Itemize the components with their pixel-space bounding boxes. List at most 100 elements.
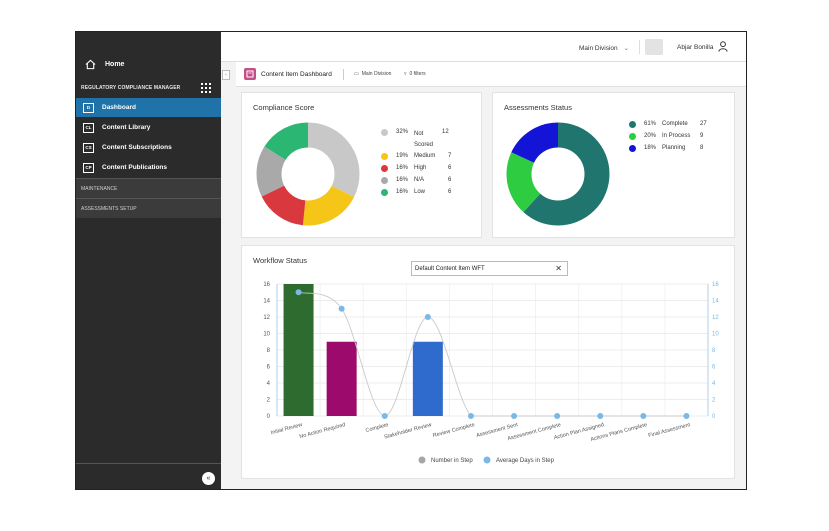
top-bar: Main Division ⌄ Abjar Bonilla: [221, 32, 746, 62]
x-tick-label: Review Complete: [432, 422, 475, 439]
legend-swatch: [381, 189, 388, 196]
content-subscriptions-icon: CS: [83, 142, 94, 153]
sidebar-item-label: Content Subscriptions: [102, 144, 172, 151]
card-title: Compliance Score: [253, 103, 315, 112]
legend-item: 61% Complete 27: [629, 121, 710, 133]
y2-tick-label: 12: [712, 315, 719, 321]
point-no-action-required[interactable]: [338, 305, 345, 312]
bar-no-action-required[interactable]: [326, 341, 357, 416]
collapse-sidebar-button[interactable]: «: [202, 472, 215, 485]
sidebar-item-label: Content Library: [102, 124, 151, 131]
point-assessment-sent[interactable]: [511, 413, 518, 419]
legend-label[interactable]: Number in Step: [431, 458, 473, 464]
sidebar-section-maintenance[interactable]: MAINTENANCE: [76, 178, 221, 198]
app-title: REGULATORY COMPLIANCE MANAGER: [81, 85, 181, 91]
page-title: Content Item Dashboard: [261, 71, 332, 78]
divider: [639, 40, 640, 54]
bar-stakeholder-review[interactable]: [412, 341, 443, 416]
folder-icon: ▭: [354, 71, 359, 77]
legend-swatch: [629, 133, 636, 140]
y2-tick-label: 2: [712, 398, 716, 404]
compliance-slice-low[interactable]: [256, 122, 360, 226]
assessments-slice-planning[interactable]: [506, 122, 610, 226]
dashboard-icon: D: [83, 102, 94, 113]
card-title: Assessments Status: [504, 103, 572, 112]
compliance-slice-n-a[interactable]: [256, 122, 360, 226]
assessments-donut-chart: [506, 122, 610, 226]
point-final-assessment[interactable]: [683, 413, 690, 419]
sidebar-item-dashboard[interactable]: D Dashboard: [76, 98, 221, 117]
point-actions-plans-complete[interactable]: [640, 413, 647, 419]
legend-swatch: [381, 153, 388, 160]
compliance-slice-medium[interactable]: [256, 122, 360, 226]
sidebar-divider: [76, 463, 221, 464]
user-name[interactable]: Abjar Bonilla: [677, 44, 714, 51]
point-complete[interactable]: [381, 413, 388, 419]
x-tick-label: Final Assessment: [648, 422, 692, 439]
point-stakeholder-review[interactable]: [424, 314, 431, 320]
x-tick-label: No Action Required: [299, 422, 346, 440]
app-switcher[interactable]: REGULATORY COMPLIANCE MANAGER: [76, 80, 221, 96]
division-selector[interactable]: Main Division ⌄: [579, 45, 629, 52]
filters-button[interactable]: ▿ 0 filters: [404, 71, 426, 77]
legend-swatch: [381, 165, 388, 172]
apps-grid-icon[interactable]: [201, 83, 211, 93]
workflow-template-select[interactable]: Default Content Item WFT ✕: [411, 261, 568, 276]
legend-item: 19% Medium 7: [381, 153, 458, 165]
content-publications-icon: CP: [83, 162, 94, 173]
y2-tick-label: 16: [712, 282, 719, 288]
legend-swatch: [381, 129, 388, 136]
sidebar-item-content-publications[interactable]: CP Content Publications: [76, 158, 221, 177]
y-tick-label: 2: [267, 398, 271, 404]
legend-swatch: [381, 177, 388, 184]
sidebar-item-content-subscriptions[interactable]: CS Content Subscriptions: [76, 138, 221, 157]
avatar[interactable]: [645, 39, 663, 55]
y-tick-label: 10: [263, 332, 270, 338]
legend-label[interactable]: Average Days in Step: [496, 458, 555, 464]
sidebar-item-home[interactable]: Home: [76, 54, 221, 74]
y2-tick-label: 0: [712, 414, 716, 420]
breadcrumb-division[interactable]: ▭ Main Division: [354, 71, 392, 77]
close-icon[interactable]: ✕: [555, 264, 562, 273]
filter-icon: ▿: [404, 71, 407, 77]
legend-item: 18% Planning 8: [629, 145, 710, 157]
sidebar: Home REGULATORY COMPLIANCE MANAGER D Das…: [76, 32, 221, 489]
breadcrumb: Content Item Dashboard ▭ Main Division ▿ 0…: [236, 62, 746, 87]
y-tick-label: 12: [263, 315, 270, 321]
legend-item: 32% Not Scored 12: [381, 129, 458, 153]
legend-item: 16% High 6: [381, 165, 458, 177]
chevron-left-icon[interactable]: ‹: [222, 70, 230, 80]
y-tick-label: 14: [263, 299, 270, 305]
home-icon: [85, 59, 96, 69]
y-tick-label: 4: [267, 381, 271, 387]
point-initial-review[interactable]: [295, 289, 302, 296]
legend-item: 16% N/A 6: [381, 177, 458, 189]
compliance-score-card: Compliance Score 32% Not Scored 12 19% M…: [241, 92, 482, 238]
content-library-icon: CL: [83, 122, 94, 133]
workflow-status-card: 0 2 4 6 8 10 12 14 16 0 2 4 6 8 10 12 14 16 Initial Review…: [241, 245, 735, 479]
assessments-legend: 61% Complete 27 20% In Process 9 18% Pla…: [629, 121, 710, 157]
bar-initial-review[interactable]: [283, 284, 314, 416]
y2-tick-label: 4: [712, 381, 716, 387]
point-review-complete[interactable]: [467, 413, 474, 419]
y2-tick-label: 8: [712, 348, 716, 354]
app-window: Home REGULATORY COMPLIANCE MANAGER D Das…: [75, 31, 747, 490]
assessments-slice-in-process[interactable]: [506, 122, 610, 226]
legend-swatch: [483, 456, 491, 464]
point-assessment-complete[interactable]: [554, 413, 561, 419]
legend-item: 20% In Process 9: [629, 133, 710, 145]
sidebar-item-label: Dashboard: [102, 104, 136, 111]
assessments-status-card: Assessments Status 61% Complete 27 20% I…: [492, 92, 735, 238]
sidebar-section-assessments-setup[interactable]: ASSESSMENTS SETUP: [76, 198, 221, 218]
y2-tick-label: 10: [712, 332, 719, 338]
user-icon[interactable]: [718, 41, 728, 52]
compliance-legend: 32% Not Scored 12 19% Medium 7 16% High …: [381, 129, 458, 201]
y-tick-label: 6: [267, 365, 271, 371]
divider: [343, 69, 344, 80]
sidebar-item-label: Content Publications: [102, 164, 167, 171]
legend-item: 16% Low 6: [381, 189, 458, 201]
dashboard-icon: [244, 68, 256, 80]
point-action-plan-assigned[interactable]: [597, 413, 604, 419]
sidebar-item-content-library[interactable]: CL Content Library: [76, 118, 221, 137]
compliance-donut-chart: [256, 122, 360, 226]
